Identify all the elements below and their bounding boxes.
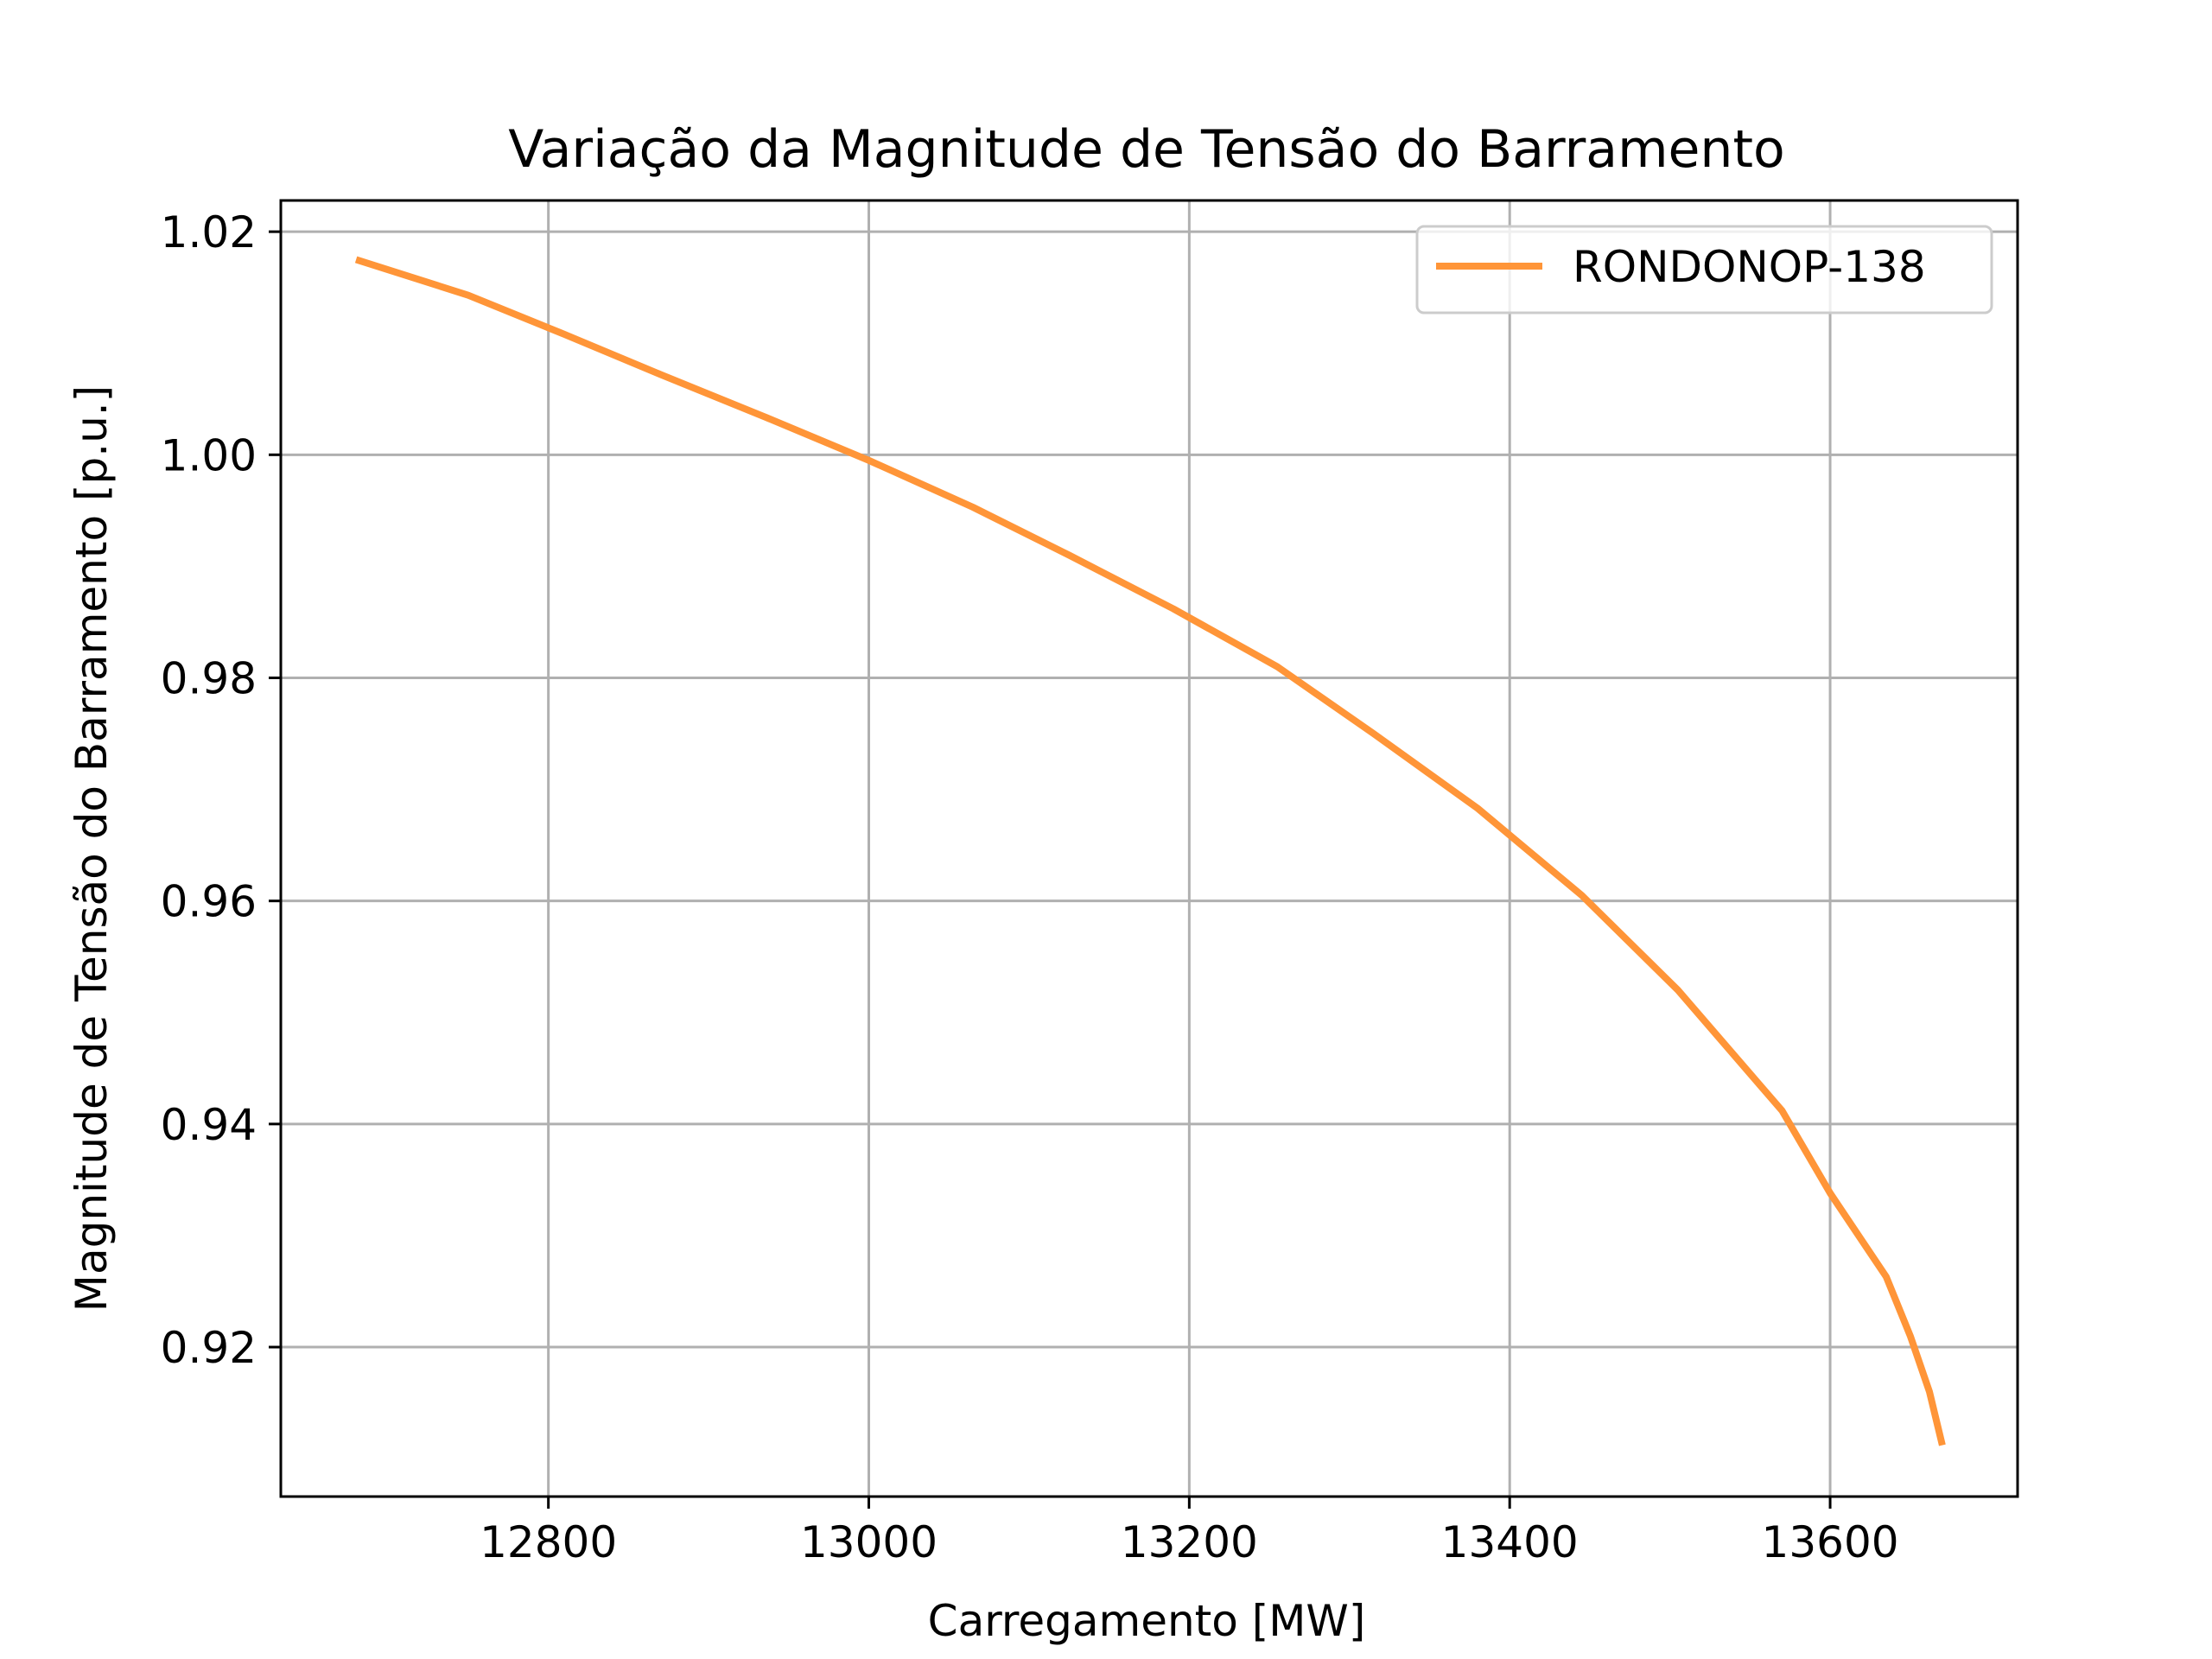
y-tick-label: 0.96 (161, 877, 257, 927)
grid (281, 200, 2018, 1497)
y-tick-label: 1.00 (161, 430, 257, 480)
x-tick-label: 13200 (1121, 1517, 1258, 1567)
legend-label-rondonop-138: RONDONOP-138 (1573, 242, 1926, 292)
y-tick-label: 1.02 (161, 207, 257, 257)
series-layer (354, 256, 1946, 1446)
chart-title: Variação da Magnitude de Tensão do Barra… (508, 119, 1784, 180)
ticks: 12800 13000 13200 13400 13600 0.92 0.94 0.96 0.9… (161, 207, 1899, 1567)
series-line-rondonop-138 (354, 256, 1946, 1446)
x-tick-label: 13600 (1762, 1517, 1899, 1567)
y-tick-label: 0.98 (161, 653, 257, 703)
legend-box (1415, 225, 1993, 315)
y-axis-label: Magnitude de Tensão do Barramento [p.u.] (67, 385, 117, 1312)
x-axis-label: Carregamento [MW] (928, 1596, 1366, 1646)
plot-frame (279, 199, 2019, 1498)
y-tick-label: 0.94 (161, 1100, 257, 1150)
x-tick-label: 12800 (480, 1517, 617, 1567)
x-tick-label: 13000 (800, 1517, 938, 1567)
legend: RONDONOP-138 (1415, 225, 1993, 315)
y-tick-label: 0.92 (161, 1323, 257, 1373)
x-tick-label: 13400 (1441, 1517, 1579, 1567)
